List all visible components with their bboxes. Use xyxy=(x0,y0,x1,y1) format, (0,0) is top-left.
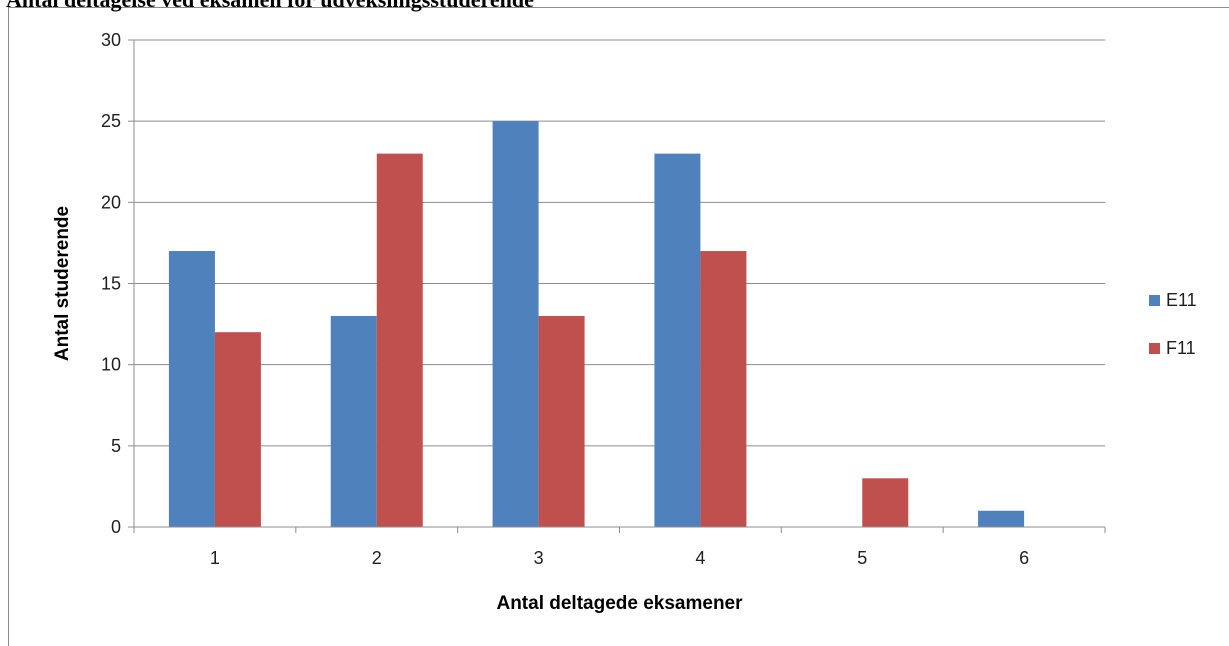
bars xyxy=(168,121,1025,528)
bar-e11-2 xyxy=(330,315,377,527)
x-tick-label: 2 xyxy=(372,548,382,568)
x-tick-labels: 1 2 3 4 5 6 xyxy=(210,548,1029,568)
x-tick-label: 4 xyxy=(695,548,705,568)
y-tick-labels: 0 5 10 15 20 25 30 xyxy=(101,30,121,537)
x-tick-label: 5 xyxy=(857,548,867,568)
x-axis-title: Antal deltagede eksamener xyxy=(496,593,743,614)
bar-f11-4 xyxy=(700,251,747,528)
y-tick-label: 10 xyxy=(101,355,121,375)
y-tick-label: 30 xyxy=(101,30,121,50)
x-tick-label: 3 xyxy=(534,548,544,568)
y-tick-label: 5 xyxy=(111,436,121,456)
x-tick-label: 6 xyxy=(1019,548,1029,568)
legend: E11 F11 xyxy=(1149,290,1197,358)
gridlines xyxy=(134,39,1105,447)
bar-e11-3 xyxy=(492,121,539,528)
bar-e11-4 xyxy=(654,153,701,527)
y-tick-label: 0 xyxy=(111,517,121,537)
y-tick-label: 15 xyxy=(101,274,121,294)
bar-f11-1 xyxy=(214,332,261,527)
bar-f11-5 xyxy=(862,478,909,527)
bar-f11-3 xyxy=(538,315,585,527)
bar-f11-2 xyxy=(376,153,423,527)
legend-swatch-f11 xyxy=(1149,343,1160,354)
axes xyxy=(128,39,1106,533)
x-tick-label: 1 xyxy=(210,548,220,568)
bar-e11-1 xyxy=(168,251,215,528)
y-tick-label: 25 xyxy=(101,111,121,131)
page-title: Antal deltagelse ved eksamen for udveksl… xyxy=(6,0,534,13)
y-tick-label: 20 xyxy=(101,192,121,212)
bar-e11-6 xyxy=(978,510,1025,527)
y-axis-title: Antal studerende xyxy=(52,206,73,361)
legend-label-e11: E11 xyxy=(1166,290,1197,310)
legend-swatch-e11 xyxy=(1149,295,1160,306)
legend-label-f11: F11 xyxy=(1166,338,1196,358)
